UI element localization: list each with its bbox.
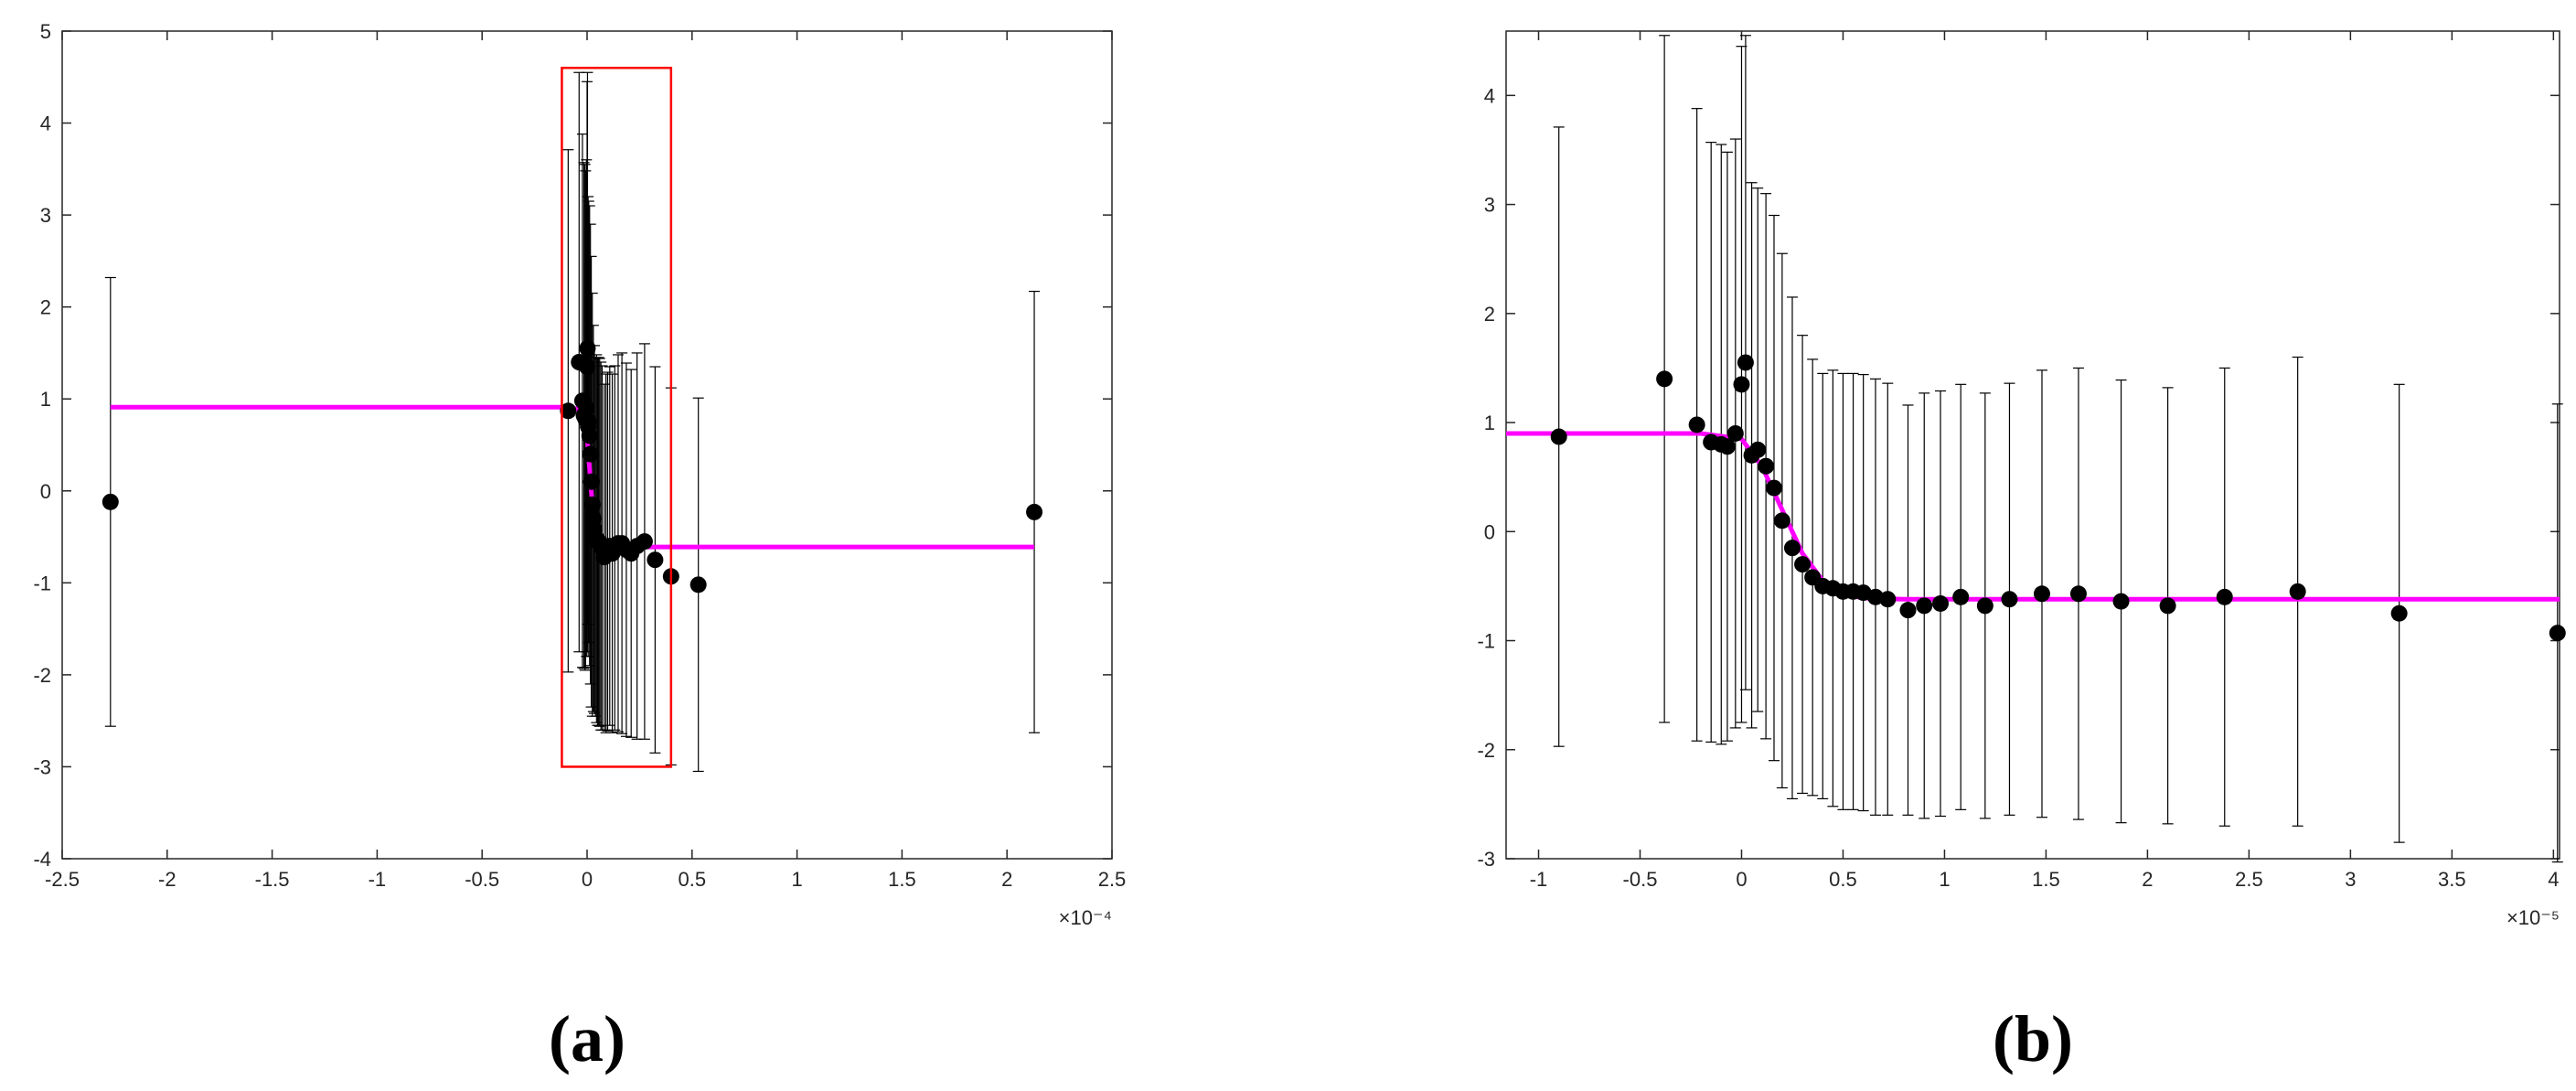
y-tick-label: -2 — [33, 664, 51, 687]
x-tick-label: -1.5 — [255, 868, 290, 891]
data-point — [1733, 376, 1750, 393]
data-point — [578, 400, 595, 417]
x-tick-label: -1 — [1530, 868, 1548, 891]
x-tick-label: 0.5 — [1829, 868, 1857, 891]
x-tick-label: 0 — [1736, 868, 1747, 891]
x-scale-label: ×10⁻⁵ — [2507, 906, 2560, 929]
data-point — [2112, 593, 2130, 610]
x-tick-label: 2 — [1001, 868, 1012, 891]
data-point — [580, 413, 597, 431]
data-point — [1866, 588, 1884, 605]
data-point — [689, 576, 707, 594]
data-point — [2390, 604, 2408, 622]
data-point — [579, 358, 595, 376]
data-point — [1932, 594, 1950, 612]
x-tick-label: 1 — [1939, 868, 1950, 891]
data-point — [582, 445, 599, 463]
chart-panel: -2.5 -2 -1.5 -1 -0.5 0 0.5 1 1.5 2 2.5 -4 -3 -2 -1 0 1 2 3… — [33, 20, 1126, 1075]
x-tick-label: -0.5 — [1623, 868, 1658, 891]
data-point — [560, 402, 577, 420]
x-tick-label: 2.5 — [2235, 868, 2263, 891]
data-point — [1718, 438, 1736, 455]
chart-panel: -1 -0.5 0 0.5 1 1.5 2 2.5 3 3.5 4 -3 -2 -1 0 1 2 3 4 ×10⁻⁵ (… — [1477, 30, 2566, 1075]
x-tick-label: 2.5 — [1098, 868, 1127, 891]
x-tick-label: -2.5 — [45, 868, 80, 891]
x-tick-label: 1.5 — [2032, 868, 2060, 891]
y-tick-label: 3 — [1484, 194, 1495, 217]
plot-area — [1505, 30, 2560, 860]
data-point — [2289, 583, 2306, 600]
data-point — [2001, 591, 2018, 608]
data-point — [583, 473, 600, 490]
data-point — [2549, 625, 2566, 642]
x-tick-label: 3.5 — [2438, 868, 2466, 891]
x-tick-label: 3 — [2345, 868, 2356, 891]
x-tick-label: -0.5 — [465, 868, 499, 891]
data-point — [1749, 441, 1767, 458]
x-tick-label: 4 — [2548, 868, 2559, 891]
y-tick-label: -1 — [1477, 630, 1495, 653]
x-scale-label: ×10⁻⁴ — [1059, 906, 1112, 929]
y-tick-label: 1 — [40, 388, 51, 411]
y-tick-label: 4 — [40, 112, 51, 135]
y-tick-label: -2 — [1477, 739, 1495, 762]
data-point — [1726, 424, 1744, 442]
data-point — [636, 533, 653, 551]
data-point — [1773, 512, 1790, 529]
data-point — [1765, 479, 1782, 497]
panel-label: (b) — [1993, 1002, 2073, 1075]
y-tick-label: 5 — [40, 20, 51, 43]
data-point — [1976, 597, 1993, 615]
data-point — [1656, 370, 1673, 388]
x-tick-label: -2 — [158, 868, 176, 891]
data-point — [1688, 416, 1705, 433]
x-tick-label: 2 — [2142, 868, 2153, 891]
y-tick-label: 2 — [1484, 303, 1495, 326]
data-point — [2216, 588, 2233, 605]
x-tick-label: 1 — [791, 868, 802, 891]
y-tick-label: -4 — [33, 848, 51, 871]
data-point — [1794, 556, 1812, 573]
data-point — [1737, 354, 1754, 371]
data-point — [1899, 602, 1917, 619]
data-point — [1879, 591, 1897, 608]
y-tick-label: -3 — [1477, 848, 1495, 871]
x-tick-label: -1 — [369, 868, 387, 891]
data-point — [583, 496, 601, 513]
data-point — [1026, 503, 1043, 520]
y-tick-label: 0 — [1484, 520, 1495, 543]
y-tick-label: -3 — [33, 755, 51, 778]
data-point — [1952, 588, 1970, 605]
data-point — [2159, 597, 2176, 615]
data-point — [2033, 585, 2050, 603]
y-tick-label: 4 — [1484, 84, 1495, 107]
data-point — [2069, 585, 2087, 603]
y-tick-label: 2 — [40, 296, 51, 319]
data-point — [581, 427, 598, 444]
data-point — [1758, 457, 1775, 475]
highlight-box — [561, 66, 673, 768]
data-point — [1550, 428, 1567, 445]
panel-label: (a) — [549, 1002, 625, 1075]
y-tick-label: 1 — [1484, 412, 1495, 434]
y-tick-label: 0 — [40, 480, 51, 503]
data-point — [647, 551, 664, 569]
data-point — [102, 493, 119, 510]
x-tick-label: 1.5 — [888, 868, 916, 891]
y-tick-label: -1 — [33, 572, 51, 594]
x-tick-label: 0 — [582, 868, 593, 891]
y-tick-label: 3 — [40, 204, 51, 227]
x-tick-label: 0.5 — [679, 868, 707, 891]
data-point — [1916, 597, 1933, 615]
data-point — [579, 339, 596, 357]
data-point — [1783, 540, 1801, 557]
